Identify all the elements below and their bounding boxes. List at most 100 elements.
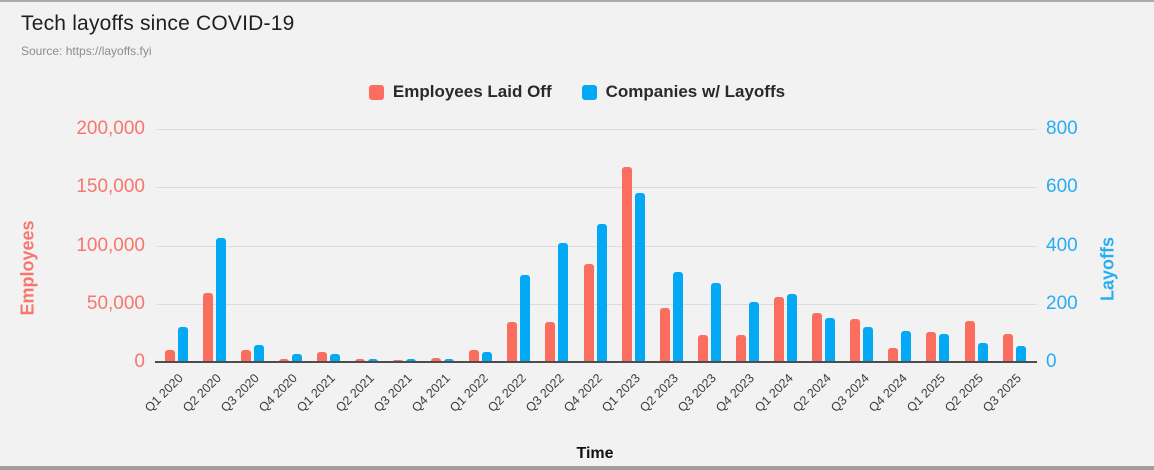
right-axis-ticks: 800 600 400 200 0 — [1046, 119, 1146, 372]
legend: Employees Laid Off Companies w/ Layoffs — [0, 82, 1154, 102]
employees-bar[interactable] — [431, 357, 442, 362]
x-tick-cell: Q3 2025 — [980, 365, 1033, 427]
companies-bar[interactable] — [596, 223, 607, 362]
employees-bar[interactable] — [278, 359, 289, 362]
companies-bar[interactable] — [939, 334, 950, 362]
companies-bar[interactable] — [825, 318, 836, 362]
bar-group-q3-2023 — [690, 283, 728, 362]
companies-swatch-icon — [581, 84, 597, 100]
employees-bar[interactable] — [583, 264, 594, 362]
companies-bar[interactable] — [558, 242, 569, 362]
bar-group-q1-2021 — [309, 351, 347, 362]
legend-item-employees[interactable]: Employees Laid Off — [368, 82, 552, 102]
bar-group-q3-2025 — [995, 334, 1033, 362]
employees-bar[interactable] — [621, 167, 632, 362]
bar-group-q4-2022 — [576, 223, 614, 362]
companies-bar[interactable] — [253, 344, 264, 362]
bar-group-q2-2021 — [347, 359, 385, 362]
bar-group-q4-2020 — [271, 353, 309, 362]
gridline — [157, 129, 1037, 130]
bar-group-q4-2024 — [881, 331, 919, 362]
employees-bar[interactable] — [812, 313, 823, 362]
left-y-tick-label: 200,000 — [76, 118, 145, 139]
employees-bar[interactable] — [316, 351, 327, 362]
employees-bar[interactable] — [202, 293, 213, 362]
right-y-tick-label: 600 — [1046, 176, 1078, 198]
employees-bar[interactable] — [164, 350, 175, 362]
bar-group-q1-2020 — [157, 327, 195, 362]
legend-item-companies[interactable]: Companies w/ Layoffs — [581, 82, 786, 102]
bar-group-q1-2024 — [767, 293, 805, 362]
employees-bar[interactable] — [240, 350, 251, 362]
left-axis-ticks: 200,000 150,000 100,000 50,000 0 — [0, 119, 145, 372]
bar-group-q3-2022 — [538, 242, 576, 362]
employees-bar[interactable] — [735, 334, 746, 362]
bar-group-q2-2024 — [805, 313, 843, 362]
employees-bar[interactable] — [774, 296, 785, 362]
bar-group-q2-2023 — [652, 271, 690, 362]
left-y-tick-label: 100,000 — [76, 234, 145, 256]
employees-bar[interactable] — [507, 322, 518, 362]
x-axis-title: Time — [576, 445, 614, 462]
bar-group-q1-2023 — [614, 167, 652, 362]
bar-group-q2-2022 — [500, 274, 538, 362]
employees-swatch-icon — [368, 84, 384, 100]
companies-bar[interactable] — [329, 354, 340, 362]
gridline — [157, 187, 1037, 189]
employees-bar[interactable] — [355, 359, 366, 362]
bar-group-q1-2025 — [919, 331, 957, 362]
employees-bar[interactable] — [469, 349, 480, 362]
bar-group-q3-2021 — [386, 358, 424, 362]
legend-label-employees: Employees Laid Off — [392, 82, 552, 101]
source-text: Source: https://layoffs.fyi — [21, 44, 152, 58]
companies-bar[interactable] — [1015, 346, 1026, 362]
companies-bar[interactable] — [177, 327, 188, 362]
right-y-tick-label: 0 — [1046, 351, 1057, 372]
companies-bar[interactable] — [634, 193, 645, 362]
plot-area — [155, 129, 1037, 363]
companies-bar[interactable] — [977, 343, 988, 362]
companies-bar[interactable] — [482, 352, 493, 362]
companies-bar[interactable] — [901, 331, 912, 362]
bar-group-q1-2022 — [462, 349, 500, 362]
employees-bar[interactable] — [659, 308, 670, 362]
employees-bar[interactable] — [1002, 334, 1013, 362]
companies-bar[interactable] — [863, 327, 874, 362]
employees-bar[interactable] — [393, 359, 404, 362]
x-tick-label: Q1 2020 — [142, 371, 186, 415]
right-y-tick-label: 200 — [1046, 292, 1078, 314]
bar-group-q2-2025 — [957, 321, 995, 362]
employees-bar[interactable] — [964, 321, 975, 362]
companies-bar[interactable] — [406, 358, 417, 362]
employees-bar[interactable] — [850, 318, 861, 362]
page-title: Tech layoffs since COVID-19 — [21, 12, 295, 35]
companies-bar[interactable] — [215, 238, 226, 362]
legend-label-companies: Companies w/ Layoffs — [605, 82, 786, 101]
companies-bar[interactable] — [444, 359, 455, 362]
left-y-tick-label: 150,000 — [76, 176, 145, 198]
x-axis-labels: Q1 2020 Q2 2020 Q3 2020 Q4 2020 Q1 2021 Q2 20… — [142, 365, 1033, 427]
companies-bar[interactable] — [368, 359, 379, 362]
employees-bar[interactable] — [926, 331, 937, 362]
bar-group-q3-2024 — [843, 318, 881, 362]
bar-group-q2-2020 — [195, 238, 233, 362]
companies-bar[interactable] — [710, 283, 721, 362]
employees-bar[interactable] — [545, 322, 556, 362]
right-y-tick-label: 800 — [1046, 118, 1078, 139]
bars-row — [157, 129, 1033, 362]
companies-bar[interactable] — [672, 271, 683, 362]
bar-group-q3-2020 — [233, 344, 271, 362]
left-y-tick-label: 50,000 — [86, 292, 145, 314]
x-axis-line — [155, 361, 1037, 363]
employees-bar[interactable] — [888, 348, 899, 362]
companies-bar[interactable] — [520, 274, 531, 362]
companies-bar[interactable] — [787, 293, 798, 362]
bar-group-q4-2023 — [728, 302, 766, 362]
left-y-tick-label: 0 — [134, 351, 145, 372]
companies-bar[interactable] — [748, 302, 759, 362]
companies-bar[interactable] — [291, 353, 302, 362]
bar-group-q4-2021 — [424, 357, 462, 362]
employees-bar[interactable] — [697, 335, 708, 362]
right-y-tick-label: 400 — [1046, 234, 1078, 256]
